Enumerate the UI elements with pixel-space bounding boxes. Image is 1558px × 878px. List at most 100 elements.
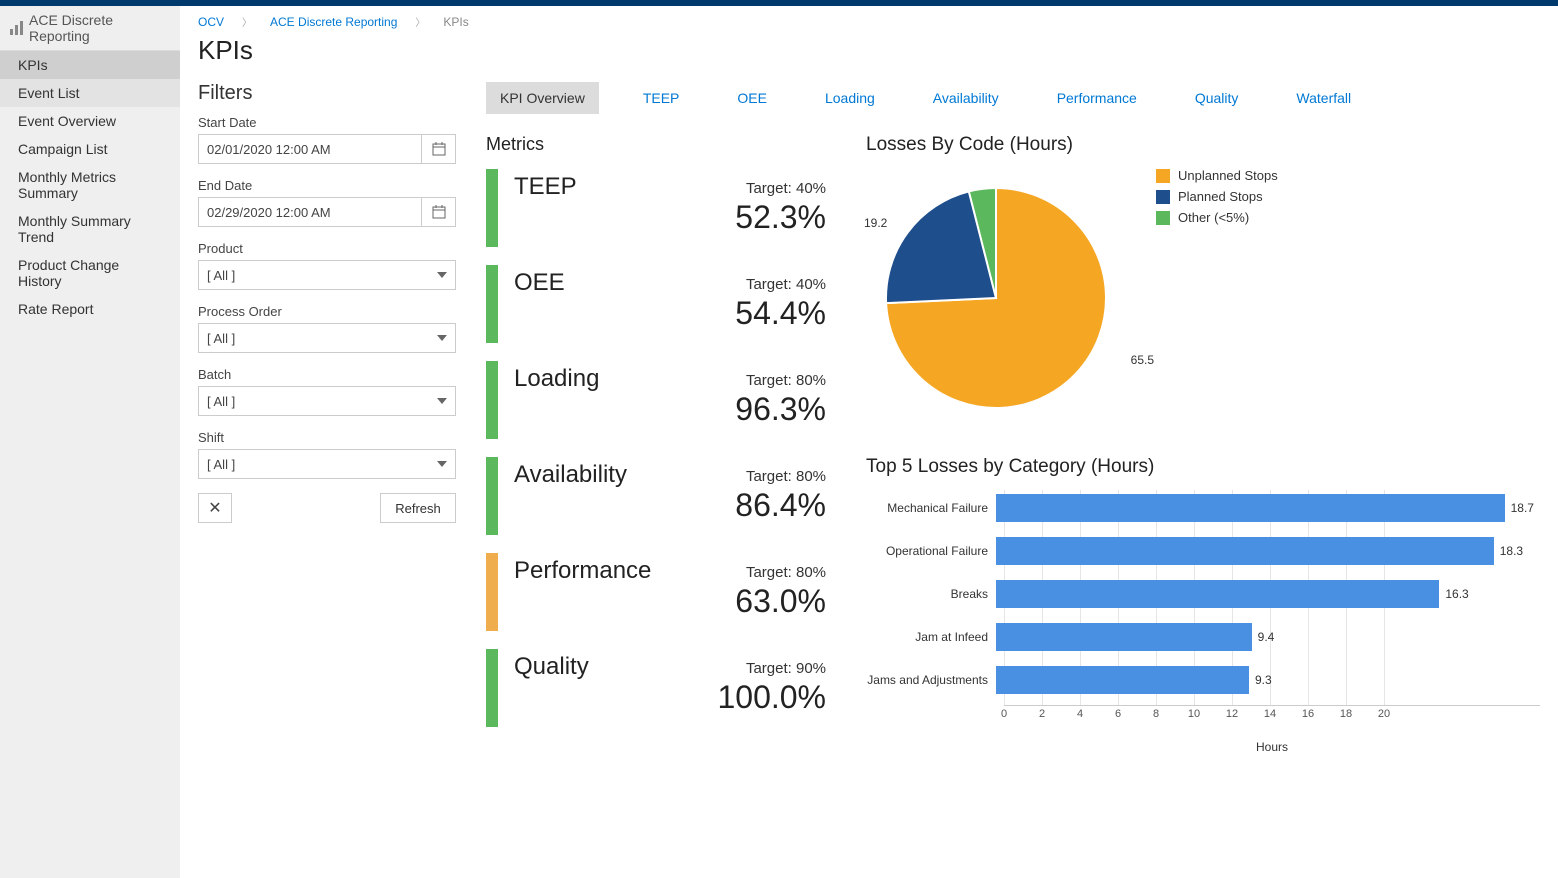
bar-value-label: 9.3 — [1255, 673, 1272, 687]
losses-pie-chart: 65.5 19.2 — [866, 168, 1126, 428]
start-date-calendar-button[interactable] — [422, 134, 456, 164]
chevron-right-icon: 〉 — [242, 14, 252, 29]
end-date-input[interactable]: 02/29/2020 12:00 AM — [198, 197, 422, 227]
bar-category-label: Jam at Infeed — [866, 630, 996, 644]
end-date-calendar-button[interactable] — [422, 197, 456, 227]
breadcrumb-item[interactable]: OCV — [198, 15, 224, 29]
metric-target: Target: 80% — [696, 564, 826, 581]
bar-row: Breaks16.3 — [866, 576, 1540, 612]
bar-fill: 16.3 — [996, 580, 1439, 608]
bar-chart-x-label: Hours — [1004, 740, 1540, 754]
metric-row: TEEP Target: 40% 52.3% — [486, 169, 826, 247]
metric-values: Target: 40% 52.3% — [696, 180, 826, 236]
clear-filters-button[interactable]: ✕ — [198, 493, 232, 523]
process-order-select[interactable]: [ All ] — [198, 323, 456, 353]
kpi-tab[interactable]: Loading — [811, 82, 889, 114]
kpi-tab[interactable]: OEE — [723, 82, 781, 114]
sidebar-header: ACE Discrete Reporting — [0, 6, 180, 51]
chevron-right-icon: 〉 — [415, 14, 425, 29]
axis-tick: 8 — [1153, 708, 1159, 720]
process-order-label: Process Order — [198, 304, 456, 319]
metric-value: 86.4% — [696, 487, 826, 524]
pie-chart-title: Losses By Code (Hours) — [866, 134, 1540, 156]
sidebar-item[interactable]: Campaign List — [0, 135, 180, 163]
sidebar-item[interactable]: Monthly Metrics Summary — [0, 163, 180, 207]
metric-status-bar — [486, 457, 498, 535]
metric-row: LoadingTarget: 80%96.3% — [486, 361, 826, 439]
sidebar-item[interactable]: Event Overview — [0, 107, 180, 135]
bar-chart-title: Top 5 Losses by Category (Hours) — [866, 456, 1540, 478]
axis-tick: 0 — [1001, 708, 1007, 720]
bar-fill: 9.4 — [996, 623, 1252, 651]
product-select[interactable]: [ All ] — [198, 260, 456, 290]
kpi-tab[interactable]: KPI Overview — [486, 82, 599, 114]
kpi-tab[interactable]: TEEP — [629, 82, 694, 114]
chevron-down-icon — [437, 398, 447, 404]
pie-slice-label: 65.5 — [1131, 353, 1154, 367]
axis-tick: 18 — [1340, 708, 1352, 720]
bar-category-label: Operational Failure — [866, 544, 996, 558]
bar-fill: 9.3 — [996, 666, 1249, 694]
page-title: KPIs — [198, 35, 1540, 66]
bar-row: Mechanical Failure18.7 — [866, 490, 1540, 526]
chevron-down-icon — [437, 272, 447, 278]
shift-select[interactable]: [ All ] — [198, 449, 456, 479]
bar-value-label: 9.4 — [1258, 630, 1275, 644]
start-date-input[interactable]: 02/01/2020 12:00 AM — [198, 134, 422, 164]
sidebar-item[interactable]: KPIs — [0, 51, 180, 79]
sidebar-title: ACE Discrete Reporting — [29, 12, 170, 44]
breadcrumb-item: KPIs — [443, 15, 468, 29]
sidebar-item[interactable]: Monthly Summary Trend — [0, 207, 180, 251]
metric-label: Performance — [514, 553, 680, 585]
batch-select[interactable]: [ All ] — [198, 386, 456, 416]
main-content: OCV 〉 ACE Discrete Reporting 〉 KPIs KPIs Fil… — [180, 6, 1558, 878]
kpi-tab[interactable]: Quality — [1181, 82, 1253, 114]
sidebar-item[interactable]: Rate Report — [0, 295, 180, 323]
metric-status-bar — [486, 265, 498, 343]
sidebar: ACE Discrete Reporting KPIsEvent ListEve… — [0, 6, 180, 878]
metric-label: OEE — [514, 265, 680, 297]
metric-label: TEEP — [514, 169, 680, 201]
metric-row: AvailabilityTarget: 80%86.4% — [486, 457, 826, 535]
filter-shift: Shift [ All ] — [198, 430, 456, 479]
kpi-tab[interactable]: Waterfall — [1282, 82, 1365, 114]
axis-tick: 20 — [1378, 708, 1390, 720]
metric-status-bar — [486, 361, 498, 439]
metric-values: Target: 80% 96.3% — [696, 372, 826, 428]
refresh-button[interactable]: Refresh — [380, 493, 456, 523]
metric-values: Target: 80%86.4% — [696, 468, 826, 524]
product-label: Product — [198, 241, 456, 256]
bar-value-label: 16.3 — [1445, 587, 1468, 601]
metric-value: 100.0% — [696, 679, 826, 716]
close-icon: ✕ — [208, 498, 221, 518]
metric-status-bar — [486, 649, 498, 727]
filters-title: Filters — [198, 82, 456, 105]
axis-tick: 6 — [1115, 708, 1121, 720]
kpi-tab[interactable]: Availability — [919, 82, 1013, 114]
legend-item: Unplanned Stops — [1156, 168, 1278, 183]
metric-value: 96.3% — [696, 391, 826, 428]
sidebar-item[interactable]: Event List — [0, 79, 180, 107]
breadcrumb-item[interactable]: ACE Discrete Reporting — [270, 15, 397, 29]
metric-value: 63.0% — [696, 583, 826, 620]
calendar-icon — [432, 205, 446, 219]
metric-target: Target: 40% — [696, 276, 826, 293]
bar-category-label: Jams and Adjustments — [866, 673, 996, 687]
legend-item: Planned Stops — [1156, 189, 1278, 204]
filter-end-date: End Date 02/29/2020 12:00 AM — [198, 178, 456, 227]
metric-label: Quality — [514, 649, 680, 681]
axis-tick: 2 — [1039, 708, 1045, 720]
metric-values: Target: 40%54.4% — [696, 276, 826, 332]
metrics-title: Metrics — [486, 134, 826, 155]
metric-values: Target: 80% 63.0% — [696, 564, 826, 620]
metric-target: Target: 80% — [696, 372, 826, 389]
filter-product: Product [ All ] — [198, 241, 456, 290]
legend-label: Other (<5%) — [1178, 210, 1249, 225]
metric-target: Target: 40% — [696, 180, 826, 197]
shift-label: Shift — [198, 430, 456, 445]
metric-value: 52.3% — [696, 199, 826, 236]
metric-values: Target: 90%100.0% — [696, 660, 826, 716]
top-losses-bar-chart: Mechanical Failure18.7 Operational Failur… — [866, 490, 1540, 754]
kpi-tab[interactable]: Performance — [1043, 82, 1151, 114]
sidebar-item[interactable]: Product Change History — [0, 251, 180, 295]
